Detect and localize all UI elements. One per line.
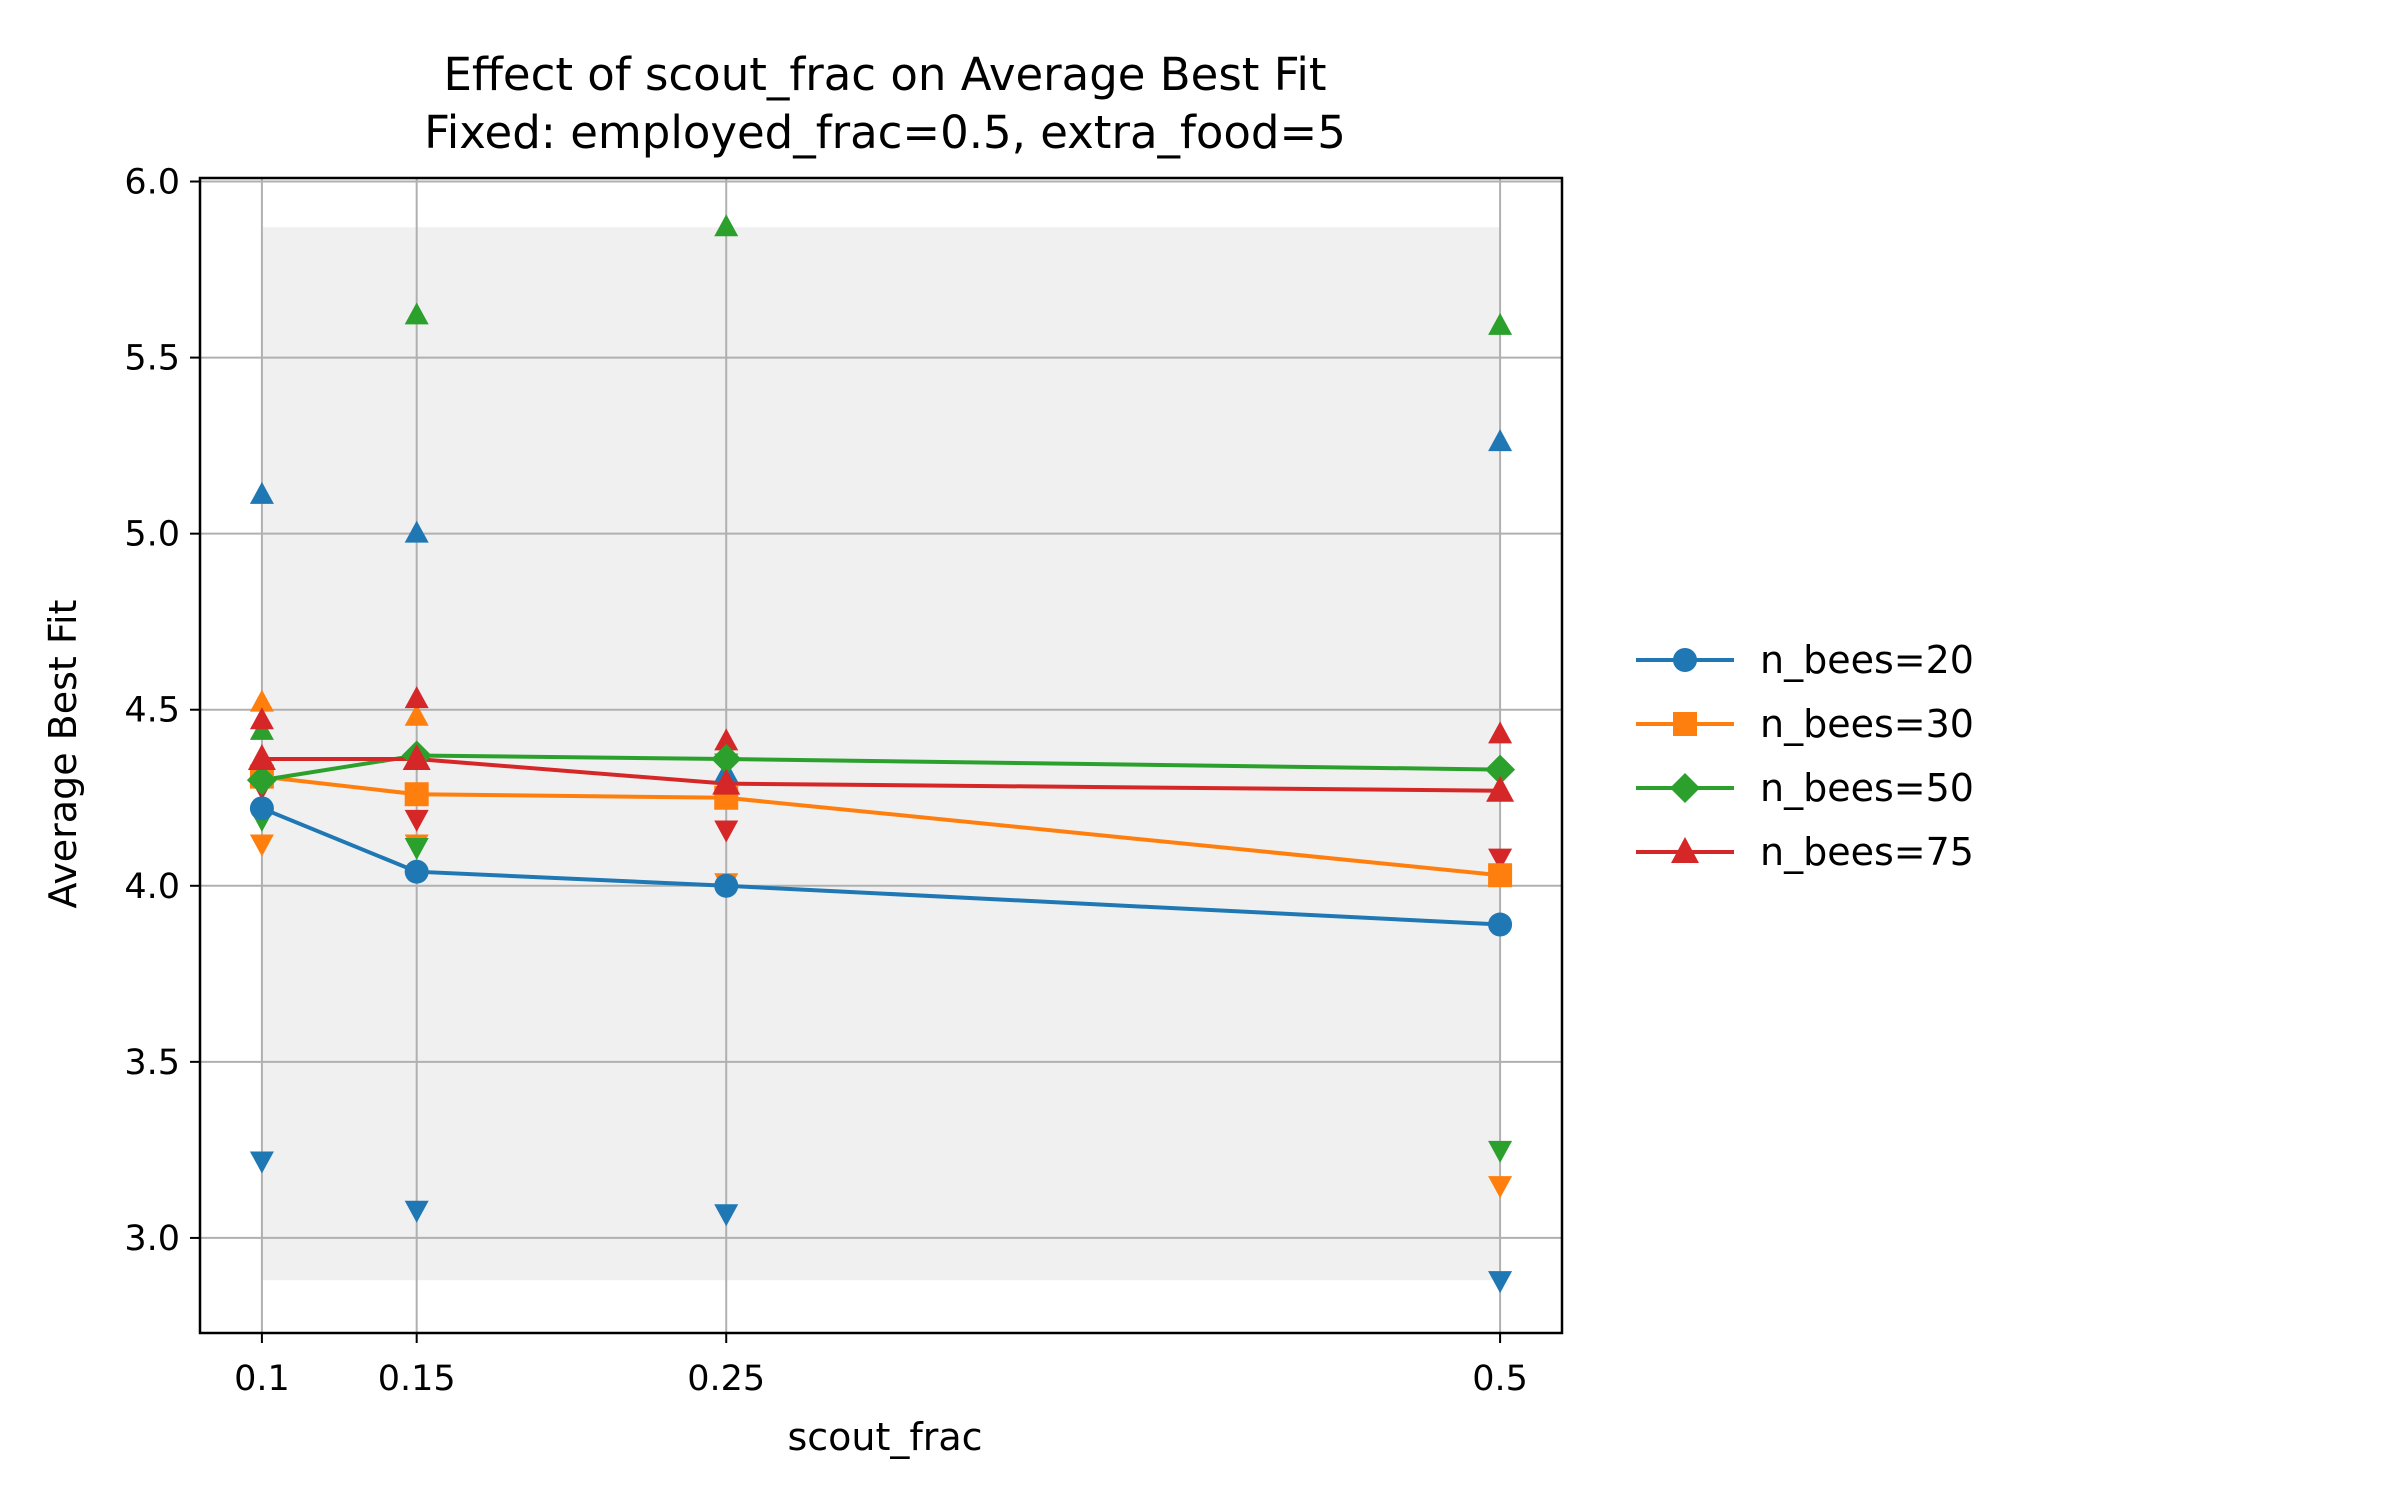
- series-3-line: [261, 753, 1501, 783]
- series-1-point: [714, 873, 739, 898]
- series-2-point: [404, 782, 429, 807]
- y-ticks: 3.0 3.5 4.0 4.5 5.0 5.5 6.0: [124, 163, 200, 1259]
- legend-swatch-marker-4: [1671, 837, 1699, 863]
- series-4-point: [712, 768, 741, 795]
- series-4-min-marker: [404, 809, 429, 832]
- series-2-line: [261, 774, 1501, 878]
- series-1-point: [249, 796, 274, 821]
- series-lines-layer: [261, 753, 1501, 927]
- series-4-point: [247, 744, 276, 771]
- series-1-max-marker: [1488, 429, 1513, 452]
- series-1-min-marker: [1488, 1271, 1513, 1294]
- series-1-max-marker: [249, 481, 274, 504]
- legend-label-4: n_bees=75: [1760, 830, 1974, 874]
- legend-swatch-marker-1: [1673, 648, 1697, 672]
- series-4-max-marker: [714, 728, 739, 751]
- series-4-point: [1486, 775, 1515, 802]
- x-axis-label: scout_frac: [787, 1415, 982, 1459]
- series-1-point: [1488, 912, 1513, 937]
- plot-frame: [198, 176, 1564, 1335]
- series-3-point: [1485, 754, 1516, 785]
- series-4-line: [261, 757, 1501, 793]
- legend-label-1: n_bees=20: [1760, 638, 1974, 682]
- series-3-max-marker: [404, 302, 429, 325]
- x-tick-label: 0.5: [1472, 1359, 1528, 1399]
- y-tick-label: 6.0: [124, 163, 180, 203]
- legend: n_bees=20 n_bees=30 n_bees=50 n_bees=75: [1636, 638, 1974, 874]
- series-3-point: [711, 744, 742, 775]
- series-2-min-marker: [1488, 1176, 1513, 1199]
- series-2-max-marker: [249, 689, 274, 712]
- series-2-point: [1488, 863, 1513, 888]
- x-ticks: 0.1 0.15 0.25 0.5: [234, 1333, 1528, 1399]
- x-tick-label: 0.25: [687, 1359, 765, 1399]
- series-1-line: [261, 806, 1501, 927]
- series-4-min-marker: [1488, 848, 1513, 871]
- min-max-range-band: [261, 227, 1501, 1281]
- series-markers-layer: [246, 214, 1516, 1294]
- chart-title-line2: Fixed: employed_frac=0.5, extra_food=5: [424, 106, 1346, 159]
- legend-swatch-marker-2: [1673, 712, 1697, 736]
- y-tick-label: 3.0: [124, 1219, 180, 1259]
- x-tick-label: 0.1: [234, 1359, 290, 1399]
- series-4-min-marker: [714, 820, 739, 843]
- legend-swatch-marker-3: [1670, 773, 1700, 803]
- series-3-min-marker: [404, 838, 429, 861]
- series-4-max-marker: [249, 707, 274, 730]
- series-2-max-marker: [404, 703, 429, 726]
- y-axis-label: Average Best Fit: [41, 600, 85, 909]
- chart-title-line1: Effect of scout_frac on Average Best Fit: [444, 48, 1327, 101]
- series-4-point: [402, 744, 431, 771]
- y-tick-label: 4.5: [124, 691, 180, 731]
- y-tick-label: 3.5: [124, 1043, 180, 1083]
- y-tick-label: 4.0: [124, 867, 180, 907]
- series-3-point: [246, 765, 277, 796]
- series-3-min-marker: [1488, 1140, 1513, 1163]
- series-2-min-marker: [249, 834, 274, 857]
- series-4-max-marker: [404, 686, 429, 709]
- range-band-layer: [261, 227, 1501, 1281]
- series-1-max-marker: [404, 520, 429, 543]
- series-4-max-marker: [1488, 721, 1513, 744]
- legend-label-2: n_bees=30: [1760, 702, 1974, 746]
- y-tick-label: 5.0: [124, 515, 180, 555]
- series-1-min-marker: [249, 1151, 274, 1174]
- series-1-min-marker: [714, 1204, 739, 1227]
- series-3-max-marker: [1488, 312, 1513, 335]
- series-1-point: [404, 859, 429, 884]
- y-tick-label: 5.5: [124, 339, 180, 379]
- series-3-max-marker: [714, 214, 739, 237]
- x-tick-label: 0.15: [378, 1359, 456, 1399]
- legend-label-3: n_bees=50: [1760, 766, 1974, 810]
- series-1-min-marker: [404, 1200, 429, 1223]
